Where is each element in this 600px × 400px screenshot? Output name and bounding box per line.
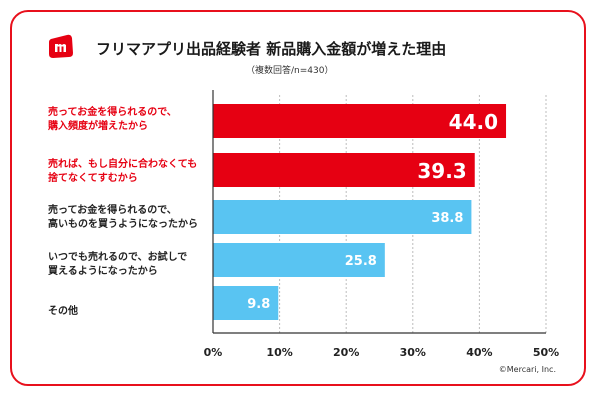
copyright: ©Mercari, Inc. xyxy=(498,365,556,374)
bar-value-label-3: 38.8 xyxy=(431,211,463,226)
category-label-1-line2: 購入頻度が増えたから xyxy=(48,121,148,132)
category-label-4-line2: 買えるようになったから xyxy=(48,266,158,277)
category-label-2-line2: 捨てなくてすむから xyxy=(48,173,138,184)
bar-value-label-1: 44.0 xyxy=(449,110,498,134)
bar-2 xyxy=(213,153,475,187)
category-label-5-line1: その他 xyxy=(48,306,78,317)
mercari-logo-icon xyxy=(49,34,73,58)
chart-title: フリマアプリ出品経験者 新品購入金額が増えた理由 xyxy=(96,40,447,58)
bar-value-label-5: 9.8 xyxy=(247,297,270,312)
category-label-4: いつでも売れるので、お試しで 買えるようになったから xyxy=(48,251,187,279)
bar-1 xyxy=(213,104,507,138)
category-label-3-line2: 高いものを買うようになったから xyxy=(48,219,198,230)
x-tick-label-30: 30% xyxy=(400,346,426,359)
category-label-2: 売れば、もし自分に合わなくても 捨てなくてすむから xyxy=(48,158,197,186)
category-label-1-line1: 売ってお金を得られるので、 xyxy=(48,107,177,118)
bar-value-label-4: 25.8 xyxy=(345,254,377,269)
x-tick-label-50: 50% xyxy=(533,346,559,359)
x-tick-label-10: 10% xyxy=(266,346,292,359)
category-label-3-line1: 売ってお金を得られるので、 xyxy=(48,205,177,216)
bar-value-label-2: 39.3 xyxy=(417,159,466,183)
bar-5 xyxy=(213,286,279,320)
category-label-4-line1: いつでも売れるので、お試しで xyxy=(48,252,188,263)
chart-subtitle: （複数回答/n=430） xyxy=(246,66,334,76)
category-label-2-line1: 売れば、もし自分に合わなくても xyxy=(48,159,198,170)
bar-4 xyxy=(213,243,385,277)
x-tick-label-40: 40% xyxy=(466,346,492,359)
chart-frame xyxy=(10,10,586,386)
category-label-1: 売ってお金を得られるので、 購入頻度が増えたから xyxy=(48,106,177,134)
bar-3 xyxy=(213,200,472,234)
category-label-5: その他 xyxy=(48,305,78,319)
category-label-3: 売ってお金を得られるので、 高いものを買うようになったから xyxy=(48,204,198,232)
x-tick-label-20: 20% xyxy=(333,346,359,359)
x-tick-label-0: 0% xyxy=(204,346,223,359)
